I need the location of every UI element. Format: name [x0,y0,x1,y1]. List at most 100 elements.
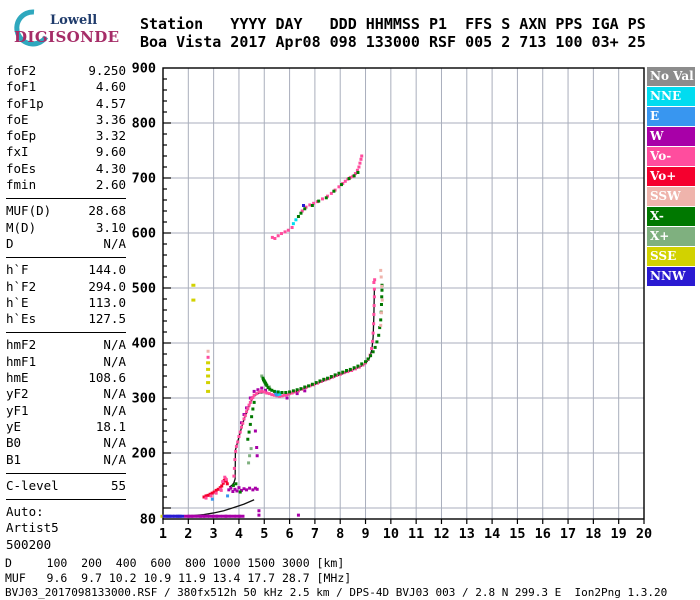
series-o-trace-pink [232,278,377,478]
param-row-yf1: yF1 N/A [6,403,126,419]
param-value: N/A [103,353,126,369]
svg-text:6: 6 [286,526,294,542]
d-muf-table: D 100 200 400 600 800 1000 1500 3000 [km… [5,556,352,585]
param-label: M(D) [6,219,37,235]
param-row-fof2: foF2 9.250 [6,63,126,79]
param-value: N/A [103,402,126,418]
param-value: N/A [103,235,126,251]
param-label: h`Es [6,311,37,327]
series-bottom-w-dots [257,509,300,517]
param-row-clevel: C-level 55 [6,478,126,494]
series-rise-green-accents [246,400,256,441]
param-value: N/A [103,337,126,353]
series-plateau-blue [273,391,278,397]
svg-text:12: 12 [433,526,449,542]
panel-divider [6,257,126,259]
param-label: MUF(D) [6,203,52,219]
legend-item-noval: No Val [647,67,695,86]
param-value: 28.68 [88,203,126,219]
panel-footer-artist5: Artist5 [6,520,59,536]
svg-text:700: 700 [132,171,156,187]
svg-text:4: 4 [235,526,243,542]
param-value: 9.250 [88,63,126,78]
series-second-hop-green [296,171,360,218]
param-value: 55 [110,477,126,493]
parameter-panel: foF2 9.250 foF1 4.60 foF1p 4.57 foE 3.36 foEp 3.3… [6,63,126,553]
param-row-hme: hmE 108.6 [6,370,126,386]
series-bottom-nnw-dashes [162,514,185,518]
svg-text:80: 80 [140,512,156,528]
param-value: 4.60 [95,79,126,95]
svg-text:13: 13 [459,526,475,542]
param-value: 108.6 [88,370,126,386]
panel-divider [6,499,126,501]
header-field-names: Station YYYY DAY DDD HHMMSS P1 FFS S AXN… [140,15,646,33]
param-label: hmF1 [6,353,37,369]
param-label: B1 [6,451,22,467]
param-row-fof1: foF1 4.60 [6,79,126,95]
status-line: BVJ03_2017098133000.RSF / 380fx512h 50 k… [5,586,668,599]
series-bottom-w-dashes [184,514,245,518]
svg-text:900: 900 [132,61,156,77]
param-label: foF1p [6,95,44,111]
param-label: yF1 [6,402,29,418]
series-ssw-dots [206,268,384,353]
param-label: foE [6,111,29,127]
param-value: N/A [103,386,126,402]
legend-item-sse: SSE [647,247,695,266]
param-value: 4.30 [95,160,126,176]
param-label: h`F [6,262,29,278]
panel-divider [6,472,126,474]
param-label: D [6,235,14,251]
svg-text:200: 200 [132,446,156,462]
param-label: foF1 [6,79,37,95]
svg-text:600: 600 [132,226,156,242]
panel-footer-auto: Auto: [6,504,44,520]
svg-text:8: 8 [336,526,344,542]
param-row-foep: foEp 3.32 [6,128,126,144]
svg-text:14: 14 [484,526,500,542]
svg-text:400: 400 [132,336,156,352]
svg-text:11: 11 [408,526,424,542]
svg-text:1: 1 [159,526,167,542]
param-row-mufd: MUF(D) 28.68 [6,203,126,219]
series-e-region-fit-line [192,499,255,517]
svg-text:10: 10 [383,526,399,542]
logo-digisonde-text: DIGISONDE [14,28,120,46]
param-label: fmin [6,177,37,193]
param-value: 2.60 [95,177,126,193]
param-row-foes: foEs 4.30 [6,161,126,177]
param-value: 9.60 [95,144,126,160]
param-value: 3.36 [95,111,126,127]
echo-type-legend: No Val NNE E W Vo- Vo+ SSW X- X+ SSE NNW [647,67,695,287]
header-field-values: Boa Vista 2017 Apr08 098 133000 RSF 005 … [140,33,646,51]
param-row-d: D N/A [6,236,126,252]
logo-lowell-text: Lowell [50,13,98,28]
panel-divider [6,332,126,334]
param-row-yf2: yF2 N/A [6,386,126,402]
series-es-scatter-green [231,482,242,494]
svg-text:9: 9 [361,526,369,542]
param-label: fxI [6,144,29,160]
param-label: hmF2 [6,337,37,353]
param-value: 3.32 [95,128,126,144]
param-label: yF2 [6,386,29,402]
param-row-hmf1: hmF1 N/A [6,354,126,370]
param-value: N/A [103,435,126,451]
param-label: h`F2 [6,278,37,294]
param-label: hmE [6,370,29,386]
param-value: 294.0 [88,278,126,294]
legend-item-x-: X- [647,207,695,226]
svg-text:19: 19 [611,526,627,542]
param-row-hes: h`Es 127.5 [6,311,126,327]
param-value: 113.0 [88,294,126,310]
panel-divider [6,198,126,200]
svg-text:300: 300 [132,391,156,407]
svg-text:7: 7 [311,526,319,542]
param-value: N/A [103,451,126,467]
legend-item-w: W [647,127,695,146]
legend-item-nne: NNE [647,87,695,106]
svg-text:3: 3 [210,526,218,542]
param-label: foEp [6,128,37,144]
